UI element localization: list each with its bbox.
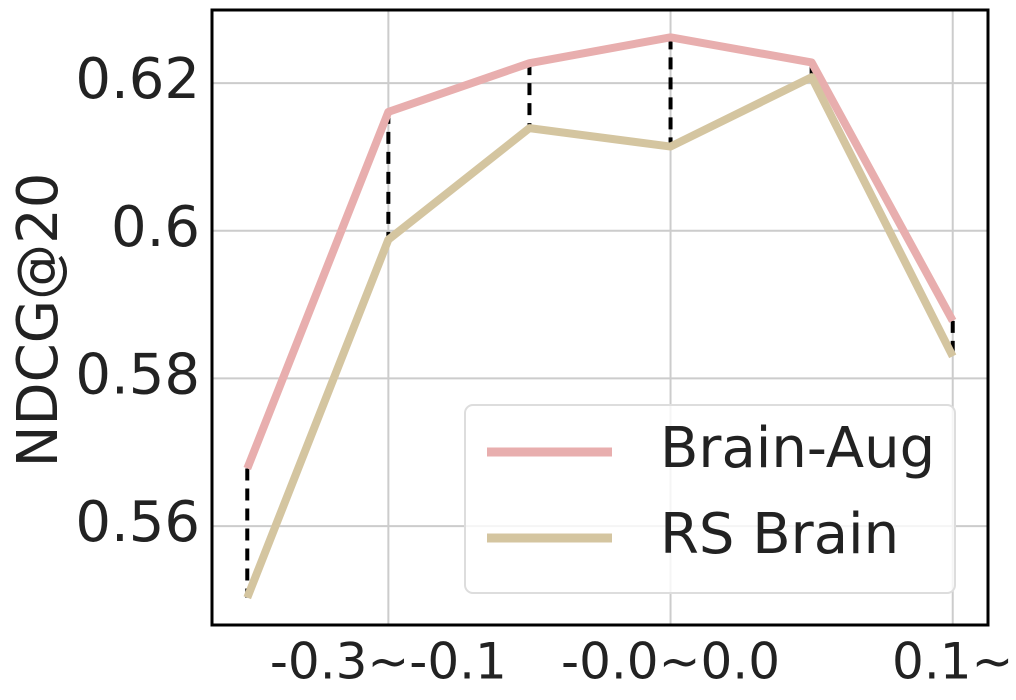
x-tick-label: -0.0~0.0: [561, 633, 780, 691]
y-tick-label: 0.58: [75, 343, 200, 408]
legend: Brain-Aug RS Brain: [464, 404, 956, 594]
x-tick-label: 0.1~: [892, 633, 1013, 691]
x-tick-label: -0.3~-0.1: [270, 633, 507, 691]
legend-label: Brain-Aug: [660, 416, 935, 481]
y-axis-label: NDCG@20: [6, 173, 71, 468]
series-line: [243, 33, 957, 470]
plot-frame: [210, 8, 990, 627]
legend-label: RS Brain: [660, 502, 899, 567]
y-tick-label: 0.56: [75, 490, 200, 555]
y-tick-label: 0.62: [75, 47, 200, 112]
series-line: [243, 73, 957, 600]
y-tick-label: 0.6: [111, 195, 200, 260]
